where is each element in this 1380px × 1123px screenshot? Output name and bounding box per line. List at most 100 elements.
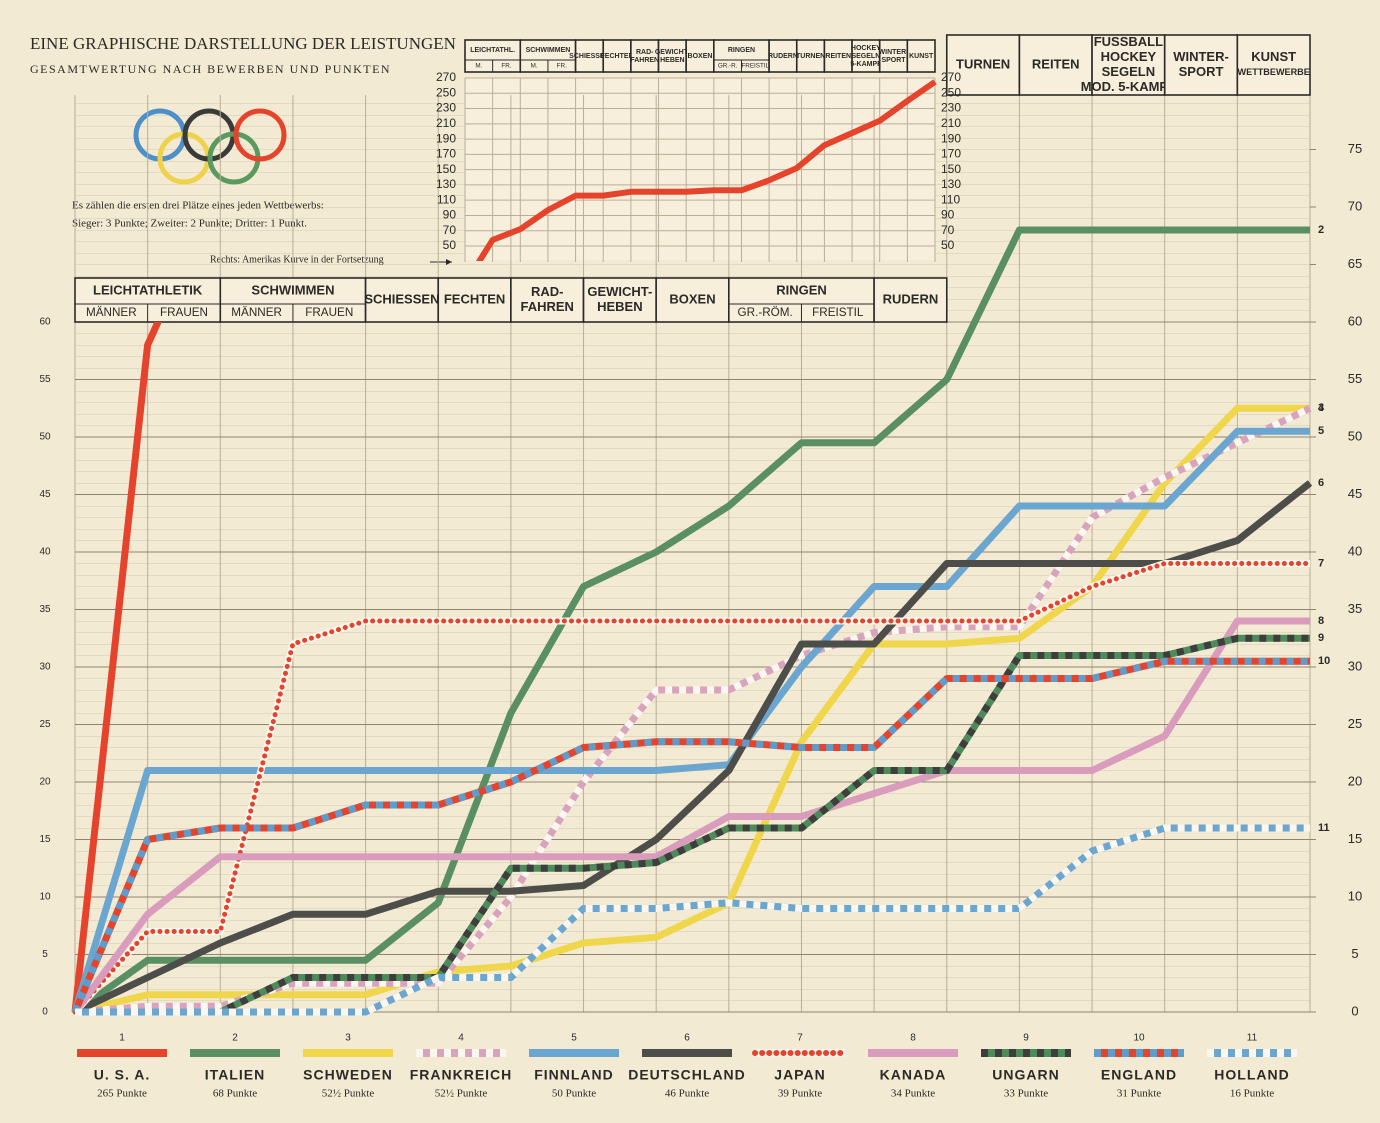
series-line-pattern: [71, 657, 1310, 1014]
legend-rank: 7: [797, 1033, 803, 1044]
legend-points: 68 Punkte: [213, 1088, 257, 1100]
y2-tick-label: 5: [1351, 946, 1358, 961]
header-label: SCHIESSEN: [569, 53, 609, 60]
legend-entry: 8 KANADA 34 Punkte: [868, 1033, 958, 1100]
series-line-pattern: [72, 561, 1313, 1015]
legend-entry: 4 FRANKREICH 52½ Punkte: [410, 1033, 512, 1100]
end-label: 8: [1318, 615, 1324, 627]
end-label: 9: [1318, 632, 1324, 644]
inset-y2-tick-label: 130: [941, 177, 961, 191]
y2-tick-label: 30: [1348, 658, 1362, 673]
series-line: [475, 79, 937, 261]
inset-y2-tick-label: 210: [941, 116, 961, 130]
header-label: SCHIESSEN: [364, 291, 439, 306]
legend-entry: 1 U. S. A. 265 Punkte: [77, 1033, 167, 1100]
legend-rank: 5: [571, 1033, 577, 1044]
header-sublabel: MÄNNER: [86, 306, 137, 319]
legend-name: JAPAN: [774, 1067, 825, 1083]
header-cell: [823, 39, 853, 73]
legend-points: 52½ Punkte: [322, 1088, 375, 1100]
inset-y2-tick-label: 90: [941, 208, 955, 222]
end-label: 4: [1318, 402, 1325, 414]
inset-y-tick-label: 130: [436, 177, 456, 191]
header-label: RUDERN: [883, 291, 939, 306]
legend-points: 39 Punkte: [778, 1088, 822, 1100]
y-tick-label: 35: [39, 604, 51, 615]
header-sublabel: GR.-RÖM.: [738, 306, 793, 319]
header-label: FUSSBALL: [1094, 34, 1163, 49]
header-label: SPORT: [881, 57, 906, 64]
header-label: HOCKEY: [1101, 49, 1157, 64]
header-sublabel: M.: [531, 63, 538, 70]
y2-tick-label: 65: [1348, 256, 1362, 271]
legend-points: 265 Punkte: [97, 1088, 147, 1100]
header-label: GEWICHT-: [655, 49, 691, 56]
inset-y2-tick-label: 170: [941, 147, 961, 161]
header-label: MOD. 5-KAMPF: [1081, 79, 1176, 94]
legend-name: ITALIEN: [205, 1067, 265, 1083]
header-label: HEBEN: [660, 57, 685, 64]
legend-rank: 3: [345, 1033, 351, 1044]
header-label: BOXEN: [688, 53, 713, 60]
header-label: HOCKEY: [851, 45, 881, 52]
header-sublabel: M.: [475, 63, 482, 70]
header-label: BOXEN: [669, 291, 715, 306]
y2-tick-label: 45: [1348, 486, 1362, 501]
legend-rank: 10: [1133, 1033, 1145, 1044]
chart-subtitle: GESAMTWERTUNG NACH BEWERBEN UND PUNKTEN: [30, 62, 391, 76]
inset-y2-tick-label: 150: [941, 162, 961, 176]
legend-points: 33 Punkte: [1004, 1088, 1048, 1100]
legend-name: HOLLAND: [1214, 1067, 1289, 1083]
y2-tick-label: 55: [1348, 371, 1362, 386]
header-label: RUDERN: [768, 53, 798, 60]
header-sublabel: FREISTIL: [812, 306, 864, 319]
legend-rank: 9: [1023, 1033, 1029, 1044]
legend-name: FINNLAND: [534, 1067, 614, 1083]
y2-tick-label: 60: [1348, 313, 1362, 328]
header-cell: [945, 34, 1021, 96]
inset-y-tick-label: 50: [443, 238, 457, 252]
legend-points: 34 Punkte: [891, 1088, 935, 1100]
olympic-rings: [133, 108, 287, 185]
header-label: WINTER-: [879, 49, 910, 56]
header-label: KUNST: [909, 53, 934, 60]
header-label: SPORT: [1179, 64, 1224, 79]
inset-y-tick-label: 170: [436, 147, 456, 161]
legend-entry: 10 ENGLAND 31 Punkte: [1094, 1033, 1184, 1100]
y2-tick-label: 35: [1348, 601, 1362, 616]
inset-y-tick-label: 150: [436, 162, 456, 176]
inset-y-tick-label: 270: [436, 70, 456, 84]
note: Es zählen die ersten drei Plätze eines j…: [72, 200, 324, 212]
arrow-head: [446, 259, 452, 265]
legend-name: ENGLAND: [1101, 1067, 1177, 1083]
end-label: 6: [1318, 477, 1324, 489]
inset-y2-tick-label: 190: [941, 131, 961, 145]
header-cell: [464, 39, 522, 73]
legend-entry: 9 UNGARN 33 Punkte: [981, 1033, 1071, 1100]
y2-tick-label: 10: [1348, 888, 1362, 903]
y2-tick-label: 50: [1348, 428, 1362, 443]
header-sublabel: FR.: [501, 63, 511, 70]
legend-rank: 6: [684, 1033, 690, 1044]
inset-y2-tick-label: 50: [941, 238, 955, 252]
legend-points: 46 Punkte: [665, 1088, 709, 1100]
chart-title: EINE GRAPHISCHE DARSTELLUNG DER LEISTUNG…: [30, 34, 456, 53]
end-label: 11: [1318, 822, 1330, 834]
series-line: [72, 617, 1310, 1015]
header-cell: [906, 39, 936, 73]
header-label: LEICHTATHLETIK: [93, 282, 203, 297]
inset-y-tick-label: 90: [443, 208, 457, 222]
legend-rank: 1: [119, 1033, 125, 1044]
header-label: REITEN: [825, 53, 851, 60]
inset-y-tick-label: 250: [436, 85, 456, 99]
inset-y2-tick-label: 270: [941, 70, 961, 84]
legend-points: 16 Punkte: [1230, 1088, 1274, 1100]
inset-y-tick-label: 230: [436, 101, 456, 115]
header-label: KUNST: [1251, 49, 1296, 64]
legend-points: 52½ Punkte: [435, 1088, 488, 1100]
header-label: FECHTEN: [601, 53, 634, 60]
y2-tick-label: 15: [1348, 831, 1362, 846]
header-label: TURNEN: [796, 53, 825, 60]
header-cell: [1018, 34, 1093, 96]
